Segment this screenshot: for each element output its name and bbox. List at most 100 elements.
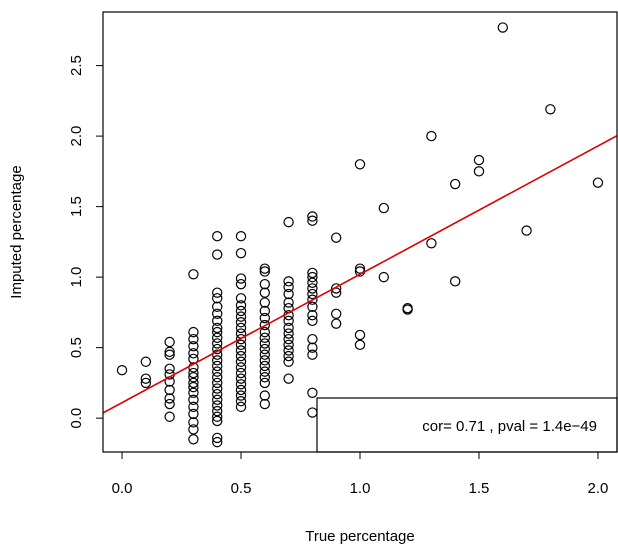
data-point bbox=[188, 408, 199, 420]
data-point bbox=[331, 232, 342, 243]
data-point bbox=[235, 311, 247, 322]
data-point bbox=[212, 231, 223, 242]
data-point bbox=[378, 271, 389, 283]
data-point bbox=[235, 362, 247, 373]
data-point bbox=[449, 178, 461, 190]
data-point bbox=[354, 329, 366, 341]
data-point bbox=[259, 343, 271, 355]
data-point bbox=[164, 398, 175, 410]
data-point bbox=[212, 332, 223, 343]
data-point bbox=[140, 373, 152, 384]
data-point bbox=[473, 166, 485, 177]
data-point bbox=[212, 377, 223, 389]
data-point bbox=[259, 305, 271, 317]
data-point bbox=[473, 154, 485, 166]
data-point bbox=[283, 281, 294, 293]
data-point bbox=[235, 390, 247, 401]
data-point bbox=[188, 394, 199, 406]
data-point bbox=[426, 130, 437, 142]
data-point bbox=[283, 328, 294, 339]
data-point bbox=[212, 293, 223, 304]
data-point bbox=[283, 345, 294, 356]
data-point bbox=[354, 263, 366, 274]
data-point bbox=[307, 215, 318, 226]
data-point bbox=[235, 305, 247, 317]
data-point bbox=[307, 211, 318, 222]
data-point bbox=[235, 384, 247, 396]
data-point bbox=[235, 293, 247, 304]
x-axis: 0.0 0.5 1.0 1.5 2.0 bbox=[112, 451, 609, 497]
data-point bbox=[164, 384, 175, 396]
data-point bbox=[307, 277, 318, 288]
x-tick-label: 1.0 bbox=[350, 480, 371, 497]
data-point bbox=[259, 398, 271, 410]
data-point bbox=[235, 322, 247, 334]
data-point bbox=[235, 350, 247, 362]
data-point bbox=[212, 415, 223, 427]
y-tick-label: 1.0 bbox=[68, 267, 85, 288]
x-axis-title: True percentage bbox=[305, 528, 415, 545]
data-point bbox=[212, 355, 223, 366]
data-point bbox=[212, 432, 223, 444]
data-point bbox=[259, 326, 271, 338]
legend: cor= 0.71 , pval = 1.4e−49 bbox=[316, 397, 618, 453]
data-point bbox=[283, 276, 294, 287]
data-point bbox=[235, 317, 247, 328]
data-point bbox=[188, 381, 199, 393]
data-point bbox=[235, 373, 247, 384]
legend-box bbox=[316, 397, 618, 453]
data-point bbox=[354, 159, 366, 170]
data-point bbox=[212, 315, 223, 327]
data-point bbox=[259, 332, 271, 343]
data-point bbox=[235, 247, 247, 259]
data-point bbox=[212, 308, 223, 319]
data-point bbox=[235, 396, 247, 407]
data-point bbox=[235, 300, 247, 311]
x-tick-label: 2.0 bbox=[588, 480, 609, 497]
data-point bbox=[188, 269, 199, 280]
data-point bbox=[307, 387, 318, 398]
data-point bbox=[259, 319, 271, 331]
data-point bbox=[259, 349, 271, 360]
data-point bbox=[259, 278, 271, 290]
data-point bbox=[307, 407, 318, 418]
data-point bbox=[212, 400, 223, 411]
data-point bbox=[307, 342, 318, 353]
data-point bbox=[283, 333, 294, 345]
data-point bbox=[188, 333, 199, 345]
data-point bbox=[188, 401, 199, 413]
data-point bbox=[307, 288, 318, 300]
y-axis-title: Imputed percentage bbox=[8, 165, 25, 298]
data-point bbox=[402, 304, 413, 315]
data-point bbox=[164, 411, 175, 422]
data-point bbox=[283, 297, 294, 308]
data-point bbox=[259, 297, 271, 308]
data-point bbox=[283, 339, 294, 351]
data-point bbox=[378, 202, 389, 214]
data-point bbox=[283, 373, 294, 384]
y-tick-label: 1.5 bbox=[68, 196, 85, 217]
data-point bbox=[235, 356, 247, 367]
data-point bbox=[307, 333, 318, 345]
data-point bbox=[235, 231, 247, 242]
data-point bbox=[212, 405, 223, 417]
data-point bbox=[188, 424, 199, 435]
y-tick-label: 0.5 bbox=[68, 337, 85, 358]
data-point bbox=[140, 356, 152, 367]
data-point bbox=[307, 315, 318, 327]
data-point bbox=[235, 273, 247, 284]
data-point bbox=[188, 326, 199, 338]
data-point bbox=[259, 312, 271, 324]
data-point bbox=[212, 326, 223, 338]
data-point bbox=[212, 287, 223, 298]
data-point bbox=[116, 365, 128, 376]
data-point bbox=[235, 367, 247, 379]
data-point bbox=[188, 434, 199, 445]
data-point bbox=[188, 387, 199, 398]
data-point bbox=[354, 339, 366, 351]
data-point bbox=[307, 310, 318, 321]
data-point bbox=[235, 401, 247, 413]
data-point bbox=[188, 367, 199, 379]
data-point bbox=[426, 238, 437, 249]
